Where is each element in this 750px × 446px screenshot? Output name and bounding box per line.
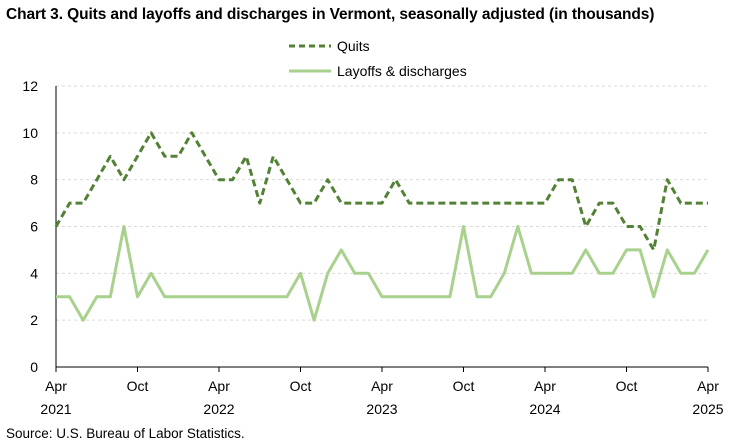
y-tick-label-10: 10 xyxy=(22,125,38,141)
y-tick-label-8: 8 xyxy=(30,172,38,188)
line-chart: 0 2 4 6 8 10 12 Apr 2021 Oct Apr 2022 Oct Apr 2023 Oct A… xyxy=(22,78,723,417)
chart-title: Chart 3. Quits and layoffs and discharge… xyxy=(6,6,655,23)
x-tick-label-oct-6: Oct xyxy=(127,378,149,394)
y-tick-label-0: 0 xyxy=(30,359,38,375)
x-tick-label-oct-18: Oct xyxy=(290,378,312,394)
x-tick-year-2023: 2023 xyxy=(366,401,397,417)
x-tick-year-2021: 2021 xyxy=(40,401,71,417)
x-tick-label-oct-30: Oct xyxy=(453,378,475,394)
x-tick-year-2025: 2025 xyxy=(692,401,723,417)
x-tick-label-apr-0: Apr xyxy=(45,378,67,394)
source-note: Source: U.S. Bureau of Labor Statistics. xyxy=(6,426,245,441)
x-tick-label-oct-42: Oct xyxy=(616,378,638,394)
series-line-quits xyxy=(54,131,708,252)
y-tick-label-6: 6 xyxy=(30,219,38,235)
legend-label-layoffs: Layoffs & discharges xyxy=(337,63,467,79)
x-tick-label-apr-48: Apr xyxy=(697,378,719,394)
x-tick-label-apr-12: Apr xyxy=(208,378,230,394)
legend-item-quits: Quits xyxy=(289,38,370,54)
legend-swatch-quits xyxy=(289,44,331,48)
x-tick-label-apr-24: Apr xyxy=(371,378,393,394)
x-tick-year-2024: 2024 xyxy=(529,401,560,417)
y-tick-label-4: 4 xyxy=(30,265,38,281)
y-tick-label-12: 12 xyxy=(22,78,38,94)
x-tick-label-apr-36: Apr xyxy=(534,378,556,394)
series-line-layoffs-discharges xyxy=(56,225,710,322)
legend-label-quits: Quits xyxy=(337,38,370,54)
legend-item-layoffs: Layoffs & discharges xyxy=(289,63,467,79)
legend-swatch-layoffs xyxy=(289,69,331,73)
x-tick-year-2022: 2022 xyxy=(203,401,234,417)
y-tick-label-2: 2 xyxy=(30,312,38,328)
